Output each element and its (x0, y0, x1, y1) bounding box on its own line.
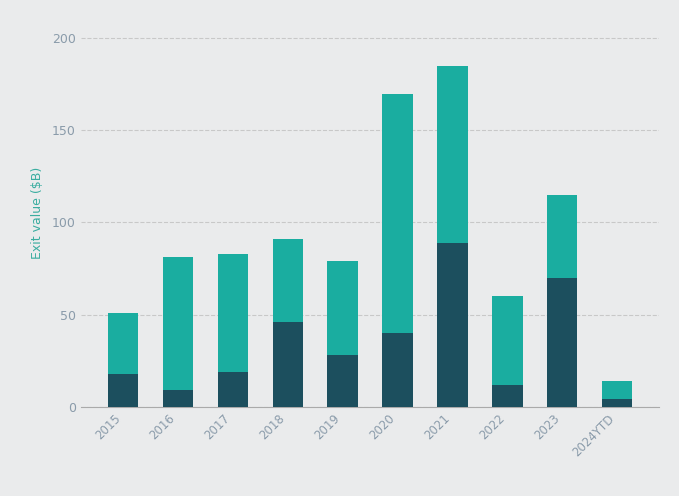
Bar (492, 384, 523, 407)
Bar (217, 372, 248, 407)
Bar (108, 373, 138, 407)
Bar (272, 239, 303, 322)
Bar (108, 313, 138, 373)
Bar (163, 257, 193, 390)
Bar (382, 333, 413, 407)
Y-axis label: Exit value ($B): Exit value ($B) (31, 167, 43, 259)
Bar (382, 94, 413, 333)
Bar (163, 390, 193, 407)
Bar (437, 243, 468, 407)
Bar (602, 399, 632, 407)
Bar (547, 195, 577, 278)
Bar (272, 322, 303, 407)
Bar (492, 296, 523, 384)
Bar (327, 261, 358, 355)
Bar (217, 254, 248, 372)
Bar (327, 355, 358, 407)
Bar (547, 278, 577, 407)
Bar (602, 381, 632, 399)
Bar (437, 66, 468, 243)
